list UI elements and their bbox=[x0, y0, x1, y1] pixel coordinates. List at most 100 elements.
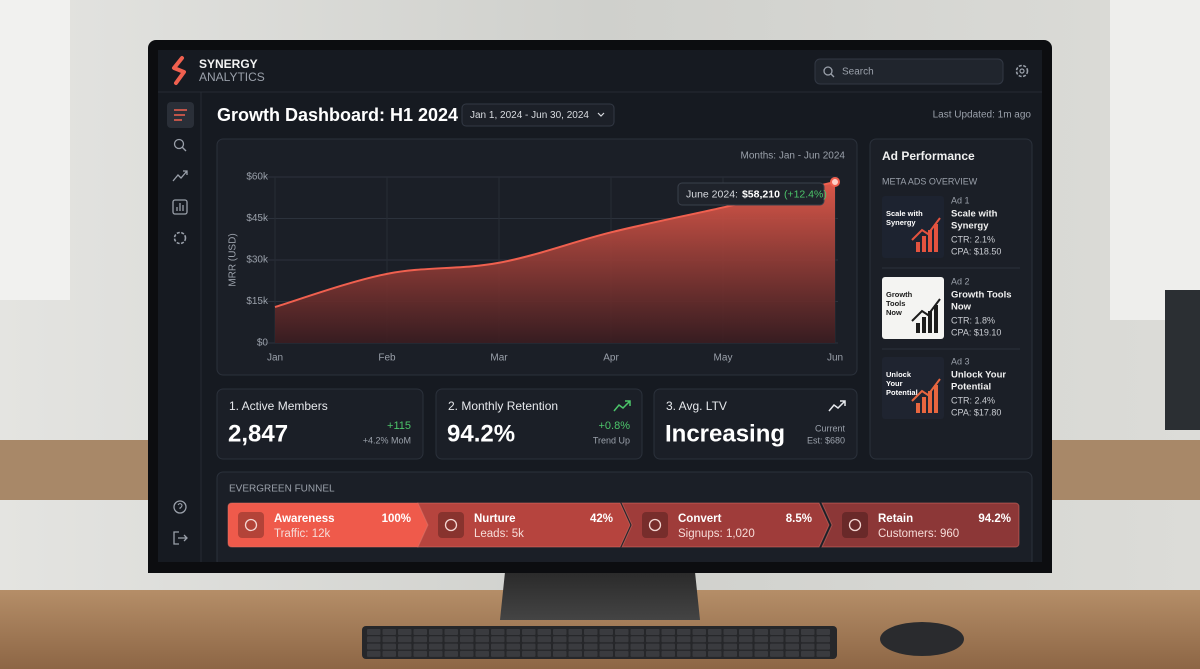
ad-thumbnail-text: Scale with bbox=[886, 209, 923, 218]
chart: $0 $15k $30k $45k $60k Jan Feb Mar Apr May Jun June… bbox=[246, 172, 843, 364]
ad-thumbnail-graphic bbox=[916, 323, 920, 333]
ad-thumbnail-graphic bbox=[928, 311, 932, 333]
search-icon bbox=[823, 66, 833, 76]
key bbox=[367, 636, 381, 643]
settings-icon[interactable] bbox=[1015, 64, 1029, 78]
key bbox=[816, 636, 830, 643]
ad-thumbnail-arrow bbox=[911, 298, 941, 322]
key bbox=[708, 643, 722, 650]
nav-icon-logout[interactable] bbox=[173, 531, 188, 545]
ad-thumbnail-graphic bbox=[916, 403, 920, 413]
search-box[interactable] bbox=[814, 58, 1004, 85]
key bbox=[444, 650, 458, 657]
nav-icon-help[interactable] bbox=[173, 500, 187, 514]
funnel-stage[interactable] bbox=[821, 502, 1020, 548]
key bbox=[630, 650, 644, 657]
key bbox=[785, 629, 799, 635]
tooltip-label: June 2024: bbox=[686, 188, 738, 200]
key bbox=[770, 650, 784, 657]
ad-label: Ad 2 bbox=[951, 276, 970, 286]
ad-thumbnail-text: Now bbox=[886, 308, 902, 317]
key bbox=[413, 636, 427, 643]
key bbox=[444, 636, 458, 643]
ad-thumbnail-text: Your bbox=[886, 379, 903, 388]
ad-label: Ad 3 bbox=[951, 356, 970, 366]
ad-thumbnail-graphic bbox=[922, 397, 926, 413]
end-point bbox=[830, 176, 840, 187]
key bbox=[677, 629, 691, 635]
key bbox=[801, 629, 815, 635]
funnel-stage-percent: 42% bbox=[590, 513, 613, 525]
key bbox=[801, 650, 815, 657]
kpi-value: Increasing bbox=[665, 420, 785, 447]
nav-icon-growth[interactable] bbox=[172, 170, 188, 182]
key bbox=[475, 643, 489, 650]
key bbox=[708, 650, 722, 657]
key bbox=[770, 636, 784, 643]
key bbox=[475, 629, 489, 635]
ad-thumbnail-text: Synergy bbox=[886, 218, 916, 227]
key bbox=[661, 643, 675, 650]
y-tick-label: $30k bbox=[246, 255, 269, 266]
ad-ctr: CTR: 1.8% bbox=[951, 315, 995, 325]
y-tick-label: $15k bbox=[246, 296, 269, 307]
key bbox=[506, 643, 520, 650]
key bbox=[568, 629, 582, 635]
date-picker[interactable] bbox=[461, 103, 615, 127]
nav-icon-help bbox=[177, 502, 183, 509]
funnel-stage-percent: 100% bbox=[382, 513, 411, 525]
ad-panel-subtitle: META ADS OVERVIEW bbox=[882, 176, 978, 186]
funnel-icon-box bbox=[642, 512, 668, 538]
key bbox=[692, 636, 706, 643]
trend-icon bbox=[613, 400, 631, 412]
key bbox=[553, 636, 567, 643]
key bbox=[398, 643, 412, 650]
key bbox=[460, 629, 474, 635]
key bbox=[785, 636, 799, 643]
key bbox=[661, 636, 675, 643]
funnel-icon bbox=[848, 518, 862, 532]
ad-title: Potential bbox=[951, 382, 991, 393]
key bbox=[475, 636, 489, 643]
key bbox=[475, 650, 489, 657]
key bbox=[413, 650, 427, 657]
brand-name: SYNERGY bbox=[199, 57, 258, 71]
nav-icon-settings[interactable] bbox=[173, 231, 187, 245]
key bbox=[584, 650, 598, 657]
nav-icon-reports[interactable] bbox=[172, 199, 188, 215]
tooltip-change: (+12.4%) bbox=[784, 188, 827, 200]
ad-thumbnail-text: Potential bbox=[886, 388, 918, 397]
kpi-value: 94.2% bbox=[447, 420, 515, 447]
key bbox=[599, 629, 613, 635]
nav-icon-search[interactable] bbox=[173, 138, 185, 150]
funnel-stage[interactable] bbox=[621, 502, 830, 548]
funnel-stage[interactable] bbox=[227, 502, 429, 548]
ad-thumbnail-graphic bbox=[928, 230, 932, 252]
key bbox=[553, 643, 567, 650]
key bbox=[522, 643, 536, 650]
key bbox=[801, 636, 815, 643]
mouse bbox=[880, 622, 964, 656]
dropdown-caret bbox=[597, 112, 605, 117]
funnel-stage[interactable] bbox=[417, 502, 631, 548]
brand-tagline: ANALYTICS bbox=[199, 70, 265, 84]
trend-icon bbox=[828, 400, 846, 412]
search-icon bbox=[830, 73, 835, 78]
key bbox=[382, 629, 396, 635]
funnel-stage-name: Nurture bbox=[474, 513, 516, 525]
kpi-side-bottom: +4.2% MoM bbox=[363, 435, 411, 445]
date-range: Jan 1, 2024 - Jun 30, 2024 bbox=[470, 110, 589, 121]
logo bbox=[172, 56, 186, 85]
kpi-label: 3. Avg. LTV bbox=[666, 399, 727, 413]
kpi-value: 2,847 bbox=[228, 420, 288, 447]
key bbox=[692, 650, 706, 657]
funnel-stage-name: Awareness bbox=[274, 513, 335, 525]
key bbox=[429, 650, 443, 657]
key bbox=[661, 650, 675, 657]
key bbox=[398, 650, 412, 657]
x-tick-label: Apr bbox=[603, 353, 619, 364]
funnel-stage-name: Convert bbox=[678, 513, 722, 525]
key bbox=[537, 636, 551, 643]
key bbox=[584, 636, 598, 643]
funnel-stage-detail: Leads: 5k bbox=[474, 528, 524, 540]
